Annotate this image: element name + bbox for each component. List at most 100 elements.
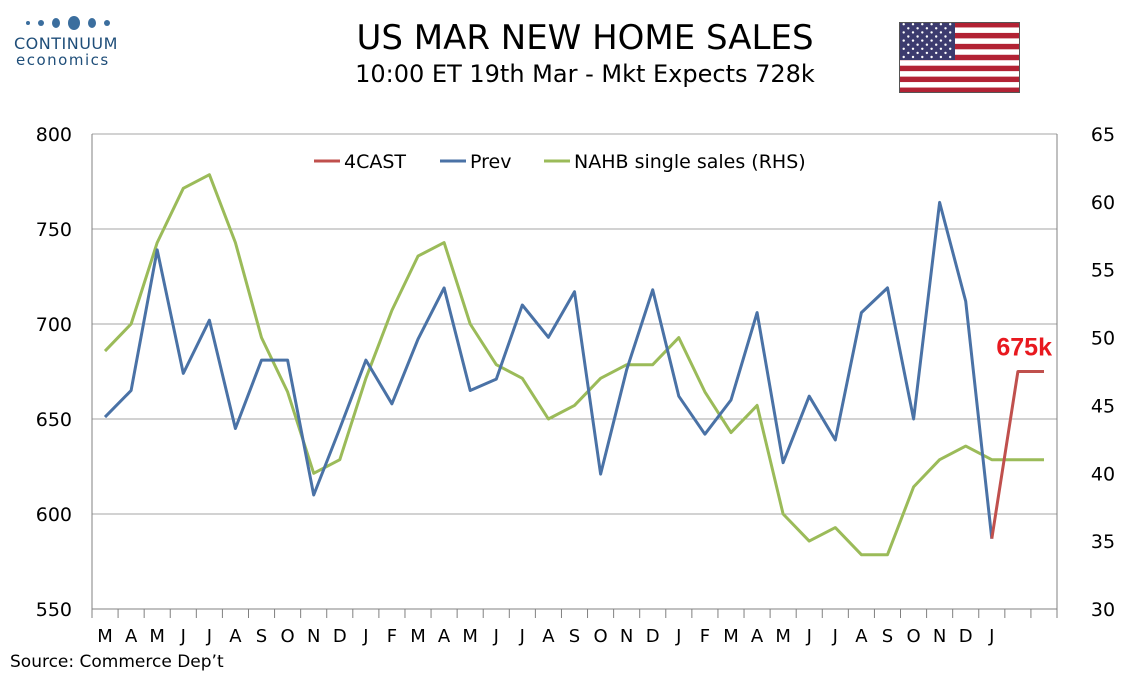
flag-star bbox=[939, 23, 943, 26]
flag-star bbox=[916, 35, 919, 38]
flag-star bbox=[930, 39, 933, 42]
flag-star bbox=[935, 27, 938, 30]
x-tick-label: O bbox=[906, 626, 920, 647]
x-tick-label: S bbox=[256, 626, 267, 647]
flag-star bbox=[930, 23, 933, 26]
flag-star bbox=[935, 51, 938, 55]
flag-star bbox=[930, 55, 933, 59]
y-right-tick-label: 55 bbox=[1091, 260, 1115, 282]
flag-star bbox=[907, 43, 910, 46]
x-tick-label: A bbox=[542, 626, 555, 647]
flag-star bbox=[944, 43, 947, 46]
flag-star bbox=[930, 47, 933, 50]
legend: 4CAST Prev NAHB single sales (RHS) bbox=[314, 151, 806, 173]
flag-star bbox=[916, 27, 919, 30]
x-tick-label: J bbox=[493, 626, 499, 647]
flag-star bbox=[935, 43, 938, 46]
flag-star bbox=[911, 47, 915, 50]
x-tick-label: A bbox=[438, 626, 451, 647]
flag-star bbox=[949, 39, 952, 42]
flag-star bbox=[907, 51, 910, 55]
forecast-callout: 675k bbox=[996, 334, 1052, 362]
x-tick-label: D bbox=[646, 626, 660, 647]
flag-star bbox=[944, 27, 947, 30]
x-tick-label: M bbox=[723, 626, 739, 647]
x-tick-label: M bbox=[149, 626, 165, 647]
x-tick-label: D bbox=[959, 626, 973, 647]
flag-stripe bbox=[899, 65, 1020, 72]
flag-star bbox=[925, 43, 929, 46]
flag-stripe bbox=[899, 32, 1020, 39]
y-left-tick-label: 800 bbox=[36, 124, 72, 146]
gridlines bbox=[92, 133, 1057, 515]
x-tick-label: S bbox=[882, 626, 893, 647]
flag-stripe bbox=[899, 71, 1020, 77]
flag-star bbox=[911, 55, 915, 59]
legend-label: NAHB single sales (RHS) bbox=[574, 151, 806, 173]
y-right-tick-label: 50 bbox=[1091, 328, 1115, 350]
x-tick-label: J bbox=[806, 626, 812, 647]
flag-star bbox=[921, 47, 924, 50]
x-tick-label: J bbox=[180, 626, 186, 647]
flag-star bbox=[944, 51, 947, 55]
y-right-tick-label: 65 bbox=[1091, 124, 1115, 146]
series-line-nahb-single-sales-rhs bbox=[103, 173, 1044, 557]
flag-star bbox=[911, 31, 915, 34]
x-tick-label: N bbox=[307, 626, 320, 647]
flag-star bbox=[902, 39, 905, 42]
x-tick-label: M bbox=[775, 626, 791, 647]
x-tick-label: D bbox=[333, 626, 347, 647]
flag-star bbox=[939, 47, 943, 50]
x-tick-label: F bbox=[700, 626, 710, 647]
y-left-tick-label: 750 bbox=[36, 219, 72, 241]
x-tick-label: O bbox=[281, 626, 295, 647]
flag-star bbox=[949, 47, 952, 50]
logo-name: CONTINUUM bbox=[14, 34, 118, 53]
x-tick-label: A bbox=[229, 626, 242, 647]
flag-star bbox=[902, 47, 905, 50]
chart-subtitle: 10:00 ET 19th Mar - Mkt Expects 728k bbox=[355, 60, 815, 88]
x-tick-label: O bbox=[593, 626, 607, 647]
x-tick-label: J bbox=[988, 626, 994, 647]
flag-star bbox=[907, 35, 910, 38]
flag-star bbox=[916, 51, 919, 55]
flag-stripe bbox=[899, 60, 1020, 66]
flag-star bbox=[930, 31, 933, 34]
flag-star bbox=[921, 31, 924, 34]
x-tick-label: A bbox=[125, 626, 138, 647]
x-tick-label: J bbox=[832, 626, 838, 647]
flag-stripe bbox=[899, 76, 1020, 83]
y-left-tick-label: 700 bbox=[36, 314, 72, 336]
flag-star bbox=[949, 23, 952, 26]
x-tick-label: J bbox=[362, 626, 368, 647]
x-tick-label: M bbox=[97, 626, 113, 647]
source-note: Source: Commerce Dep’t bbox=[10, 652, 224, 672]
flag-star bbox=[935, 35, 938, 38]
x-tick-label: J bbox=[675, 626, 681, 647]
y-right-tick-label: 35 bbox=[1091, 531, 1115, 553]
flag-stripe bbox=[899, 49, 1020, 56]
flag-star bbox=[939, 39, 943, 42]
flag-star bbox=[939, 31, 943, 34]
x-tick-label: F bbox=[387, 626, 397, 647]
flag-stripe bbox=[899, 82, 1020, 88]
flag-star bbox=[907, 27, 910, 30]
logo-dots bbox=[26, 14, 134, 32]
flag-star bbox=[902, 31, 905, 34]
flag-star bbox=[921, 23, 924, 26]
flag-stripe bbox=[899, 27, 1020, 34]
y-left-tick-label: 600 bbox=[36, 504, 72, 526]
flag-stripe bbox=[899, 22, 1020, 28]
x-tick-label: S bbox=[569, 626, 580, 647]
y-right-tick-label: 40 bbox=[1091, 463, 1115, 485]
logo-sub: economics bbox=[16, 51, 110, 69]
y-left-tick-label: 650 bbox=[36, 409, 72, 431]
flag-star bbox=[902, 55, 905, 59]
x-tick-label: M bbox=[410, 626, 426, 647]
series-lines bbox=[103, 173, 1044, 557]
flag-star bbox=[944, 35, 947, 38]
flag-stripe bbox=[899, 38, 1020, 45]
x-tick-label: A bbox=[751, 626, 764, 647]
